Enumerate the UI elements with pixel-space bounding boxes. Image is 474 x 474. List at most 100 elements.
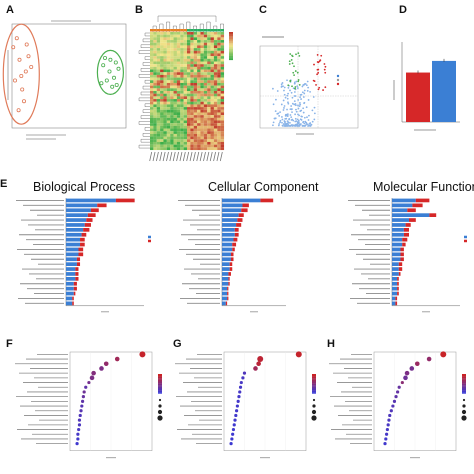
volcano-point — [292, 87, 295, 90]
heatmap-cell — [193, 53, 198, 57]
group-annotation-cell — [217, 29, 221, 32]
heatmap-cell — [163, 40, 167, 43]
volcano-point — [303, 89, 306, 92]
heatmap-cell — [173, 131, 177, 134]
color-key-cell — [229, 37, 233, 40]
go-bar-up — [230, 252, 234, 257]
heatmap-cell — [156, 99, 161, 102]
heatmap-cell — [193, 66, 198, 70]
volcano-point — [286, 97, 289, 100]
go-bar-down — [66, 198, 116, 203]
heatmap-cell — [173, 125, 177, 129]
go-bar-down — [392, 223, 406, 227]
heatmap-cell — [153, 77, 157, 81]
heatmap-cell — [213, 48, 218, 51]
go-bar-down — [392, 208, 408, 213]
heatmap-cell — [210, 112, 214, 116]
heatmap-cell — [163, 123, 167, 126]
heatmap-cell — [163, 37, 167, 41]
bubble-point — [230, 437, 234, 441]
bubble-point — [389, 409, 393, 413]
heatmap-cell — [210, 77, 214, 81]
heatmap-cell — [220, 101, 225, 105]
heatmap-cell — [197, 93, 201, 97]
heatmap-cell — [200, 66, 204, 70]
heatmap-cell — [193, 123, 198, 126]
heatmap-cell — [220, 58, 225, 62]
heatmap-cell — [170, 80, 174, 84]
heatmap-cell — [197, 66, 201, 70]
volcano-point — [287, 92, 289, 95]
go-bar-down — [392, 267, 399, 271]
go-bar-down — [392, 286, 398, 291]
go-bar-up — [238, 213, 244, 217]
go-bar-down — [222, 277, 229, 281]
heatmap-cell — [200, 139, 204, 143]
heatmap-cell — [163, 45, 167, 49]
column-label — [196, 151, 200, 162]
heatmap-cell — [160, 96, 164, 100]
heatmap-cell — [220, 45, 225, 49]
heatmap-cell — [173, 96, 177, 100]
heatmap-cell — [153, 34, 157, 38]
heatmap-cell — [193, 48, 198, 51]
heatmap-cell — [220, 32, 225, 35]
heatmap-cell — [197, 91, 201, 94]
heatmap-cell — [187, 99, 191, 102]
heatmap-cell — [173, 128, 177, 132]
heatmap-cell — [207, 77, 211, 81]
heatmap-cell — [173, 56, 177, 59]
go-bar-up — [225, 301, 228, 306]
go-bar-up — [76, 262, 81, 266]
heatmap-cell — [193, 104, 198, 108]
score-point — [99, 81, 104, 86]
heatmap-cell — [197, 40, 201, 43]
bubble-point — [414, 361, 420, 367]
heatmap-cell — [197, 37, 201, 41]
heatmap-cell — [217, 48, 221, 51]
color-key-cell — [229, 58, 233, 61]
heatmap-cell — [193, 109, 198, 113]
heatmap-cell — [163, 72, 167, 75]
go-bar-up — [403, 232, 409, 237]
heatmap-cell — [207, 136, 211, 140]
heatmap-cell — [173, 72, 177, 75]
go-bar-down — [222, 242, 233, 247]
heatmap-cell — [213, 53, 218, 57]
go-bar-up — [90, 208, 99, 213]
heatmap-cell — [183, 34, 188, 38]
heatmap-cell — [193, 69, 198, 73]
volcano-point — [324, 86, 327, 89]
heatmap-cell — [190, 61, 194, 65]
volcano-point — [290, 91, 293, 94]
heatmap-cell — [173, 139, 177, 143]
heatmap-cell — [163, 120, 167, 124]
heatmap-cell — [203, 133, 208, 137]
heatmap-cell — [180, 120, 184, 124]
heatmap-cell — [200, 136, 204, 140]
heatmap-cell — [197, 82, 201, 86]
heatmap-cell — [176, 58, 181, 62]
heatmap-cell — [190, 45, 194, 49]
heatmap-cell — [150, 147, 154, 151]
score-point — [21, 99, 26, 104]
heatmap-cell — [156, 139, 161, 143]
heatmap-cell — [150, 80, 154, 84]
bubble-point — [77, 423, 82, 427]
heatmap-cell — [217, 69, 221, 73]
heatmap-cell — [173, 144, 177, 148]
heatmap-cell — [150, 125, 154, 129]
panel-label-b: B — [135, 4, 143, 16]
volcano-point — [272, 124, 274, 127]
heatmap-cell — [150, 115, 154, 118]
heatmap-cell — [183, 85, 188, 89]
row-dendrogram-branch — [142, 38, 150, 43]
heatmap-cell — [220, 120, 225, 124]
volcano-point — [306, 90, 309, 92]
volcano-point — [294, 95, 297, 97]
volcano-point — [317, 71, 320, 74]
volcano-point — [308, 114, 310, 117]
heatmap-cell — [203, 42, 208, 46]
color-scale-cell — [312, 386, 316, 389]
heatmap-cell — [203, 104, 208, 108]
